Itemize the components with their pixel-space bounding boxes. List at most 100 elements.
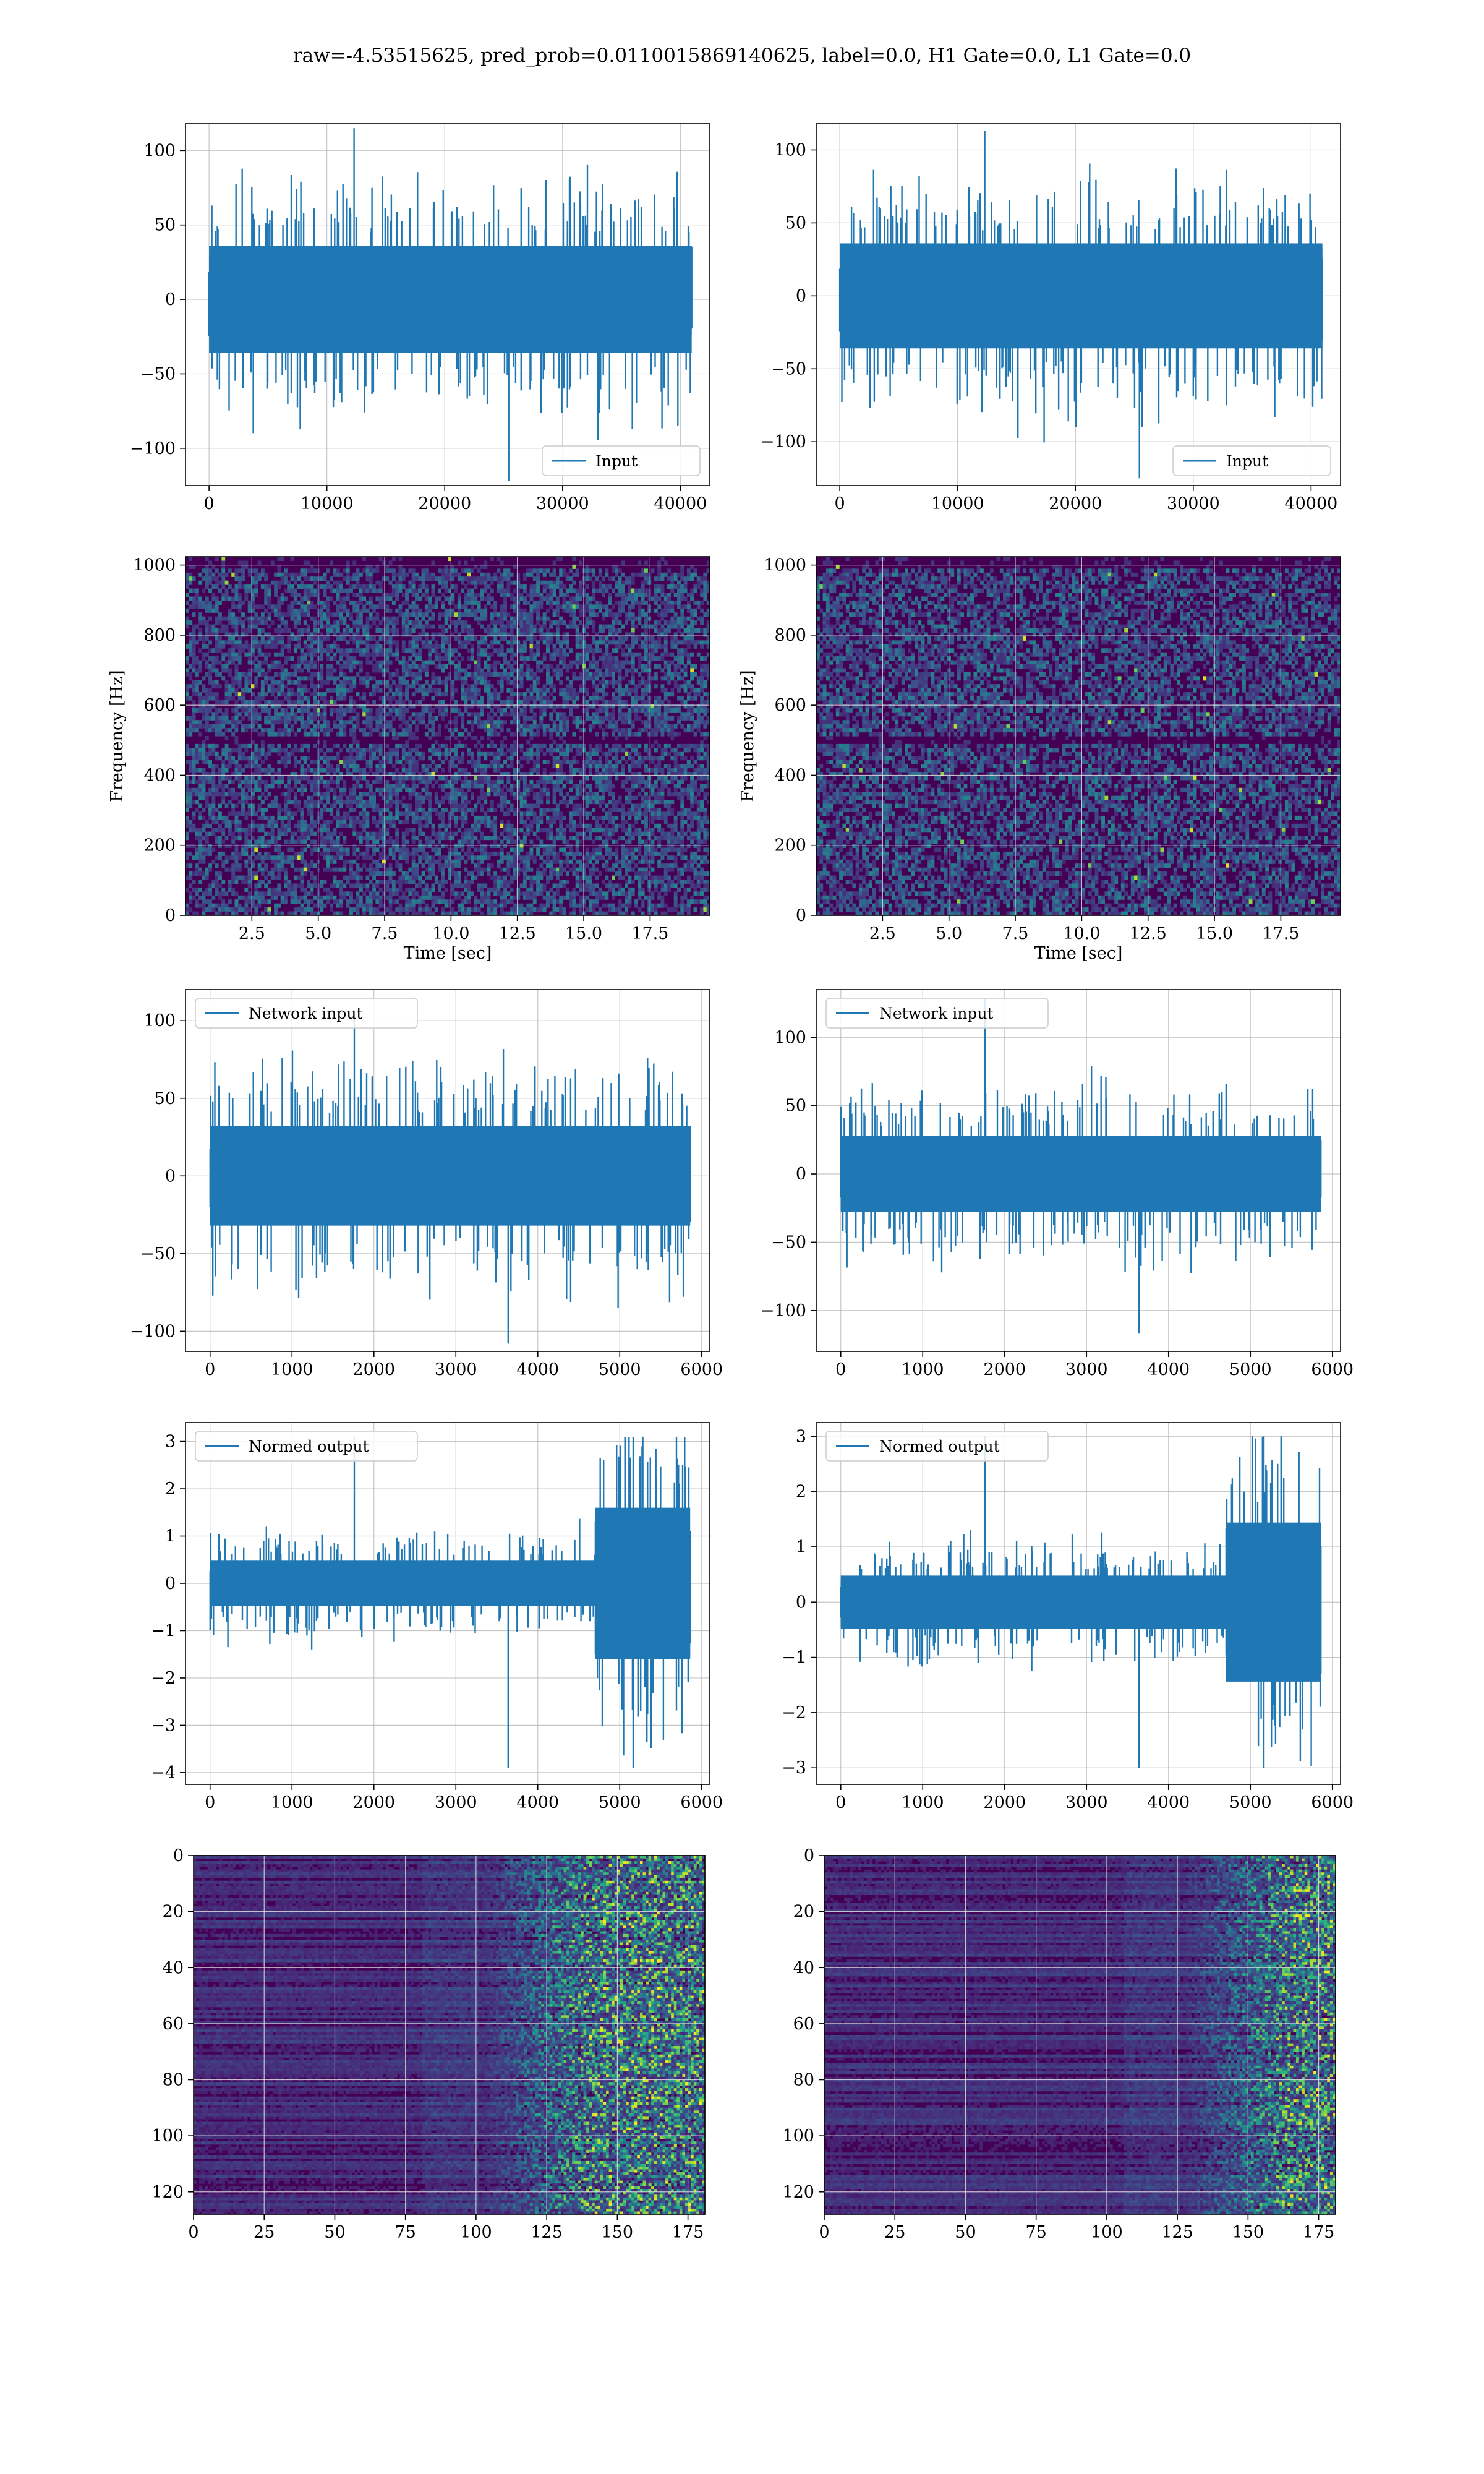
- heatmap-cell: [556, 620, 560, 625]
- y-tick-label: −50: [771, 359, 806, 379]
- heatmap-cell: [412, 604, 416, 609]
- heatmap-cell: [697, 628, 701, 633]
- heatmap-cell: [599, 609, 602, 613]
- heatmap-cell: [228, 609, 232, 613]
- heatmap-cell: [405, 620, 409, 625]
- heatmap-cell: [513, 596, 517, 601]
- heatmap-cell: [608, 632, 612, 636]
- heatmap-cell: [422, 628, 425, 633]
- heatmap-cell: [186, 617, 189, 621]
- heatmap-cell: [586, 565, 589, 569]
- heatmap-cell: [700, 589, 704, 593]
- heatmap-cell: [480, 617, 484, 621]
- heatmap-cell: [464, 584, 468, 589]
- heatmap-cell: [471, 628, 474, 633]
- heatmap-cell: [294, 573, 297, 577]
- heatmap-cell: [192, 612, 196, 617]
- heatmap-cell: [235, 628, 239, 633]
- heatmap-cell: [677, 628, 681, 633]
- heatmap-cell: [415, 589, 419, 593]
- heatmap-cell: [631, 576, 635, 581]
- x-tick-label: 40000: [654, 494, 707, 513]
- heatmap-cell: [592, 581, 595, 585]
- heatmap-cell: [526, 573, 530, 577]
- heatmap-cell: [680, 584, 684, 589]
- heatmap-cell: [572, 581, 576, 585]
- heatmap-cell: [615, 573, 618, 577]
- axes-frame: [816, 124, 1341, 486]
- heatmap-cell: [448, 609, 451, 613]
- heatmap-cell: [291, 573, 294, 577]
- heatmap-cell: [304, 612, 307, 617]
- heatmap-cell: [563, 601, 566, 605]
- heatmap-cell: [464, 609, 468, 613]
- heatmap-cell: [471, 609, 474, 613]
- heatmap-cell: [244, 565, 248, 569]
- heatmap-cell: [379, 596, 383, 601]
- heatmap-cell: [493, 601, 497, 605]
- heatmap-cell: [346, 612, 350, 617]
- heatmap-cell: [435, 604, 438, 609]
- heatmap-cell: [389, 620, 393, 625]
- heatmap-cell: [412, 625, 416, 629]
- axes-frame: [186, 124, 710, 486]
- heatmap-cell: [579, 596, 582, 601]
- heatmap-cell: [510, 620, 514, 625]
- heatmap-cell: [205, 573, 209, 577]
- heatmap-cell: [608, 628, 612, 633]
- heatmap-cell: [592, 609, 595, 613]
- heatmap-cell: [238, 604, 242, 609]
- heatmap-cell: [523, 584, 527, 589]
- heatmap-cell: [254, 568, 258, 573]
- heatmap-cell: [395, 581, 399, 585]
- heatmap-cell: [572, 620, 576, 625]
- heatmap-cell: [576, 625, 579, 629]
- heatmap-cell: [294, 581, 297, 585]
- heatmap-cell: [248, 620, 252, 625]
- heatmap-cell: [513, 625, 517, 629]
- heatmap-cell: [677, 625, 681, 629]
- heatmap-cell: [198, 628, 202, 633]
- heatmap-cell: [536, 573, 540, 577]
- x-tick-label: 20000: [1049, 494, 1102, 513]
- heatmap-cell: [638, 620, 641, 625]
- legend: Input: [542, 446, 700, 476]
- heatmap-cell: [352, 609, 356, 613]
- heatmap-cell: [602, 604, 605, 609]
- heatmap-cell: [582, 625, 586, 629]
- heatmap-cell: [238, 593, 242, 597]
- heatmap-cell: [277, 612, 281, 617]
- heatmap-cell: [612, 625, 615, 629]
- heatmap-cell: [281, 557, 284, 561]
- heatmap-cell: [690, 620, 694, 625]
- heatmap-cell: [228, 584, 232, 589]
- x-tick-label: 10000: [931, 494, 984, 513]
- heatmap-cell: [657, 565, 661, 569]
- heatmap-cell: [536, 617, 540, 621]
- heatmap-cell: [225, 632, 229, 636]
- heatmap-cell: [425, 625, 429, 629]
- heatmap-cell: [320, 601, 323, 605]
- heatmap-cell: [592, 568, 595, 573]
- heatmap-cell: [218, 589, 222, 593]
- heatmap-cell: [667, 568, 671, 573]
- heatmap-cell: [346, 625, 350, 629]
- heatmap-cell: [680, 604, 684, 609]
- heatmap-cell: [231, 625, 235, 629]
- heatmap-cell: [392, 568, 396, 573]
- heatmap-cell: [208, 573, 212, 577]
- heatmap-cell: [438, 589, 441, 593]
- heatmap-cell: [700, 601, 704, 605]
- heatmap-cell: [418, 620, 422, 625]
- heatmap-cell: [352, 632, 356, 636]
- heatmap-cell: [536, 604, 540, 609]
- heatmap-cell: [467, 573, 471, 577]
- heatmap-cell: [254, 576, 258, 581]
- heatmap-cell: [589, 604, 592, 609]
- heatmap-cell: [422, 584, 425, 589]
- heatmap-cell: [235, 573, 239, 577]
- heatmap-cell: [670, 617, 674, 621]
- heatmap-cell: [264, 601, 268, 605]
- heatmap-cell: [333, 625, 337, 629]
- heatmap-cell: [202, 589, 206, 593]
